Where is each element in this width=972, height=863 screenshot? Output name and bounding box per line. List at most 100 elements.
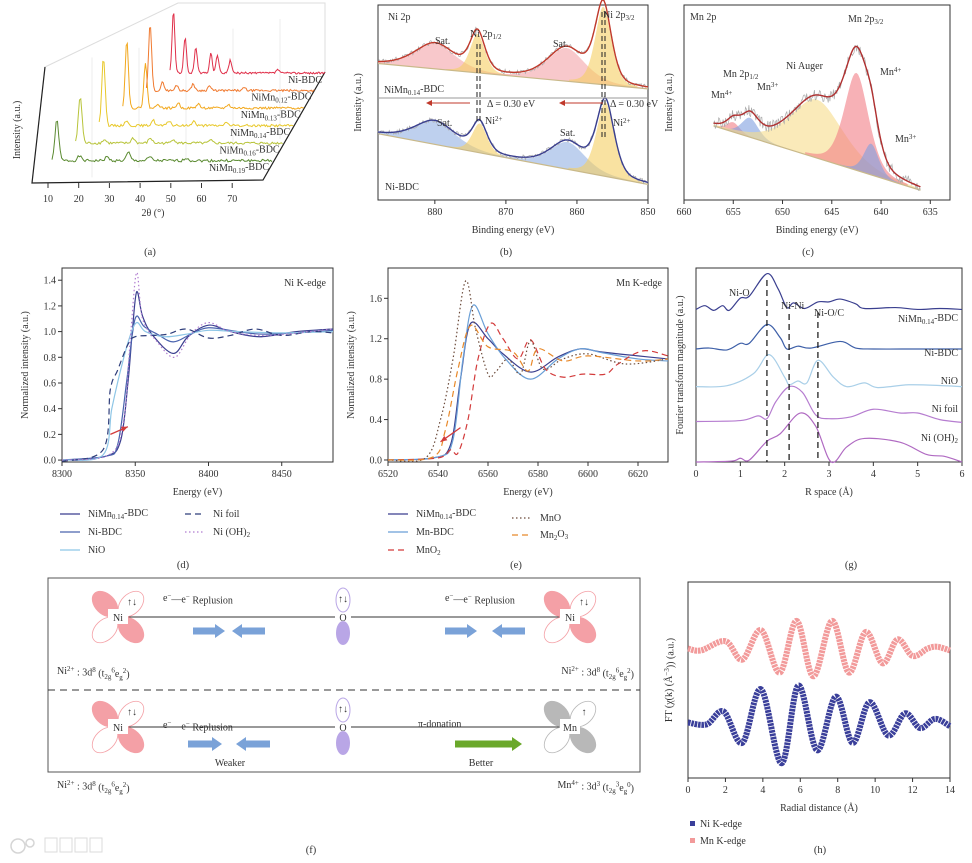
y-axis-label: Normalized intensity (a.u.) — [346, 311, 357, 419]
oxygen-p-orbital: O ↑↓ — [335, 697, 351, 755]
y-axis-label: Intensity (a.u.) — [664, 73, 675, 132]
x-tick-label: 10 — [870, 785, 880, 796]
x-tick-label: 660 — [677, 207, 692, 218]
electron-spin: ↑↓ — [127, 707, 137, 718]
x-tick-label: 645 — [824, 207, 839, 218]
x-tick-label: 8400 — [198, 469, 218, 480]
y-tick-label: 0.8 — [44, 353, 57, 364]
series-label: NiO — [941, 376, 958, 387]
series-label: Ni-BDC — [924, 348, 958, 359]
x-tick-label: 8350 — [125, 469, 145, 480]
series-label: NiMn0.14​-BDC — [898, 313, 958, 326]
legend-label: NiMn0.14​-BDC — [416, 508, 476, 521]
x-tick-label: 12 — [908, 785, 918, 796]
y-axis-label: Normalized intensity (a.u.) — [20, 311, 31, 419]
panel-h: 0 2 4 6 8 10 12 14 Radial distance (Å) FT (χ(k) (… — [663, 581, 955, 847]
x-tick-label: 8 — [835, 785, 840, 796]
p-orbital-lobe — [336, 731, 350, 755]
bond-label: Ni-O/C — [814, 308, 844, 319]
sat-label: Sat. — [560, 128, 575, 139]
shift-label: Δ = 0.30 eV — [610, 99, 659, 110]
legend-label: Ni foil — [213, 509, 240, 520]
series-line — [695, 385, 963, 424]
series-label: NiMn0.14​-BDC — [230, 127, 290, 140]
arrow-head — [120, 426, 128, 432]
x-axis-label: R space (Å) — [805, 486, 853, 498]
watermark-icon — [10, 838, 26, 854]
x-tick-label: 6600 — [578, 469, 598, 480]
bond-label: Ni-Ni — [781, 301, 805, 312]
series-label: Ni-BDC — [385, 182, 419, 193]
oxidation-label: Mn3+​ — [757, 81, 778, 93]
watermark-icon — [25, 838, 35, 848]
oxidation-label: Ni2+​ — [485, 115, 503, 127]
panel-caption: (g) — [845, 560, 858, 571]
y-tick-label: 0.2 — [44, 430, 57, 441]
series-label: NiMn0.19​-BDC — [209, 162, 269, 175]
x-tick-label: 850 — [641, 207, 656, 218]
atom-label: Ni — [565, 613, 575, 624]
y-tick-label: 0.8 — [370, 375, 383, 386]
series-label: NiMn0.12​-BDC — [251, 92, 311, 105]
peak-label: Mn 2p3/2​ — [848, 14, 884, 26]
x-tick-label: 4 — [760, 785, 765, 796]
x-tick-label: 50 — [166, 194, 176, 205]
series-label: NiMn0.16​-BDC — [220, 145, 280, 158]
fit-envelope — [377, 97, 649, 184]
x-tick-label: 2 — [723, 785, 728, 796]
p-orbital-lobe — [335, 697, 351, 723]
repulsion-label: e−​—e−​ Replusion — [445, 592, 515, 607]
force-arrow — [492, 624, 525, 638]
sat-label: Sat. — [437, 118, 452, 129]
atom-label: Ni — [113, 613, 123, 624]
x-axis-label: 2θ (°) — [142, 208, 165, 219]
ni-orbital: Ni ↑↓ — [91, 590, 145, 644]
legend-label: Ni-BDC — [88, 527, 122, 538]
xrd-trace — [75, 97, 283, 146]
legend-swatch — [690, 838, 695, 843]
panel-title: Mn K-edge — [616, 278, 662, 289]
oxidation-label: Mn4+​ — [711, 89, 732, 101]
series-label: NiMn0.14​-BDC — [384, 84, 444, 97]
x-tick-label: 10 — [43, 194, 53, 205]
series-label: Ni-BDC — [288, 75, 322, 86]
force-arrow — [236, 737, 270, 751]
force-arrow — [193, 624, 225, 638]
legend-label: Mn2​O3​ — [540, 529, 569, 542]
legend-label: MnO — [540, 513, 561, 524]
y-tick-label: 1.4 — [44, 276, 57, 287]
legend-swatch — [690, 821, 695, 826]
x-tick-label: 6540 — [428, 469, 448, 480]
axis-frame — [31, 66, 326, 184]
electron-config: Ni2+​ : 3d8​ (t2g​6​eg​2​) — [57, 779, 130, 795]
xrd-trace — [169, 13, 326, 75]
atom-label: Mn — [563, 723, 577, 734]
xrd-trace — [51, 120, 273, 163]
x-tick-label: 30 — [104, 194, 114, 205]
background-line — [377, 62, 649, 90]
pi-donation-label: π-donation — [418, 719, 461, 730]
series-line — [387, 321, 669, 461]
legend-label: Mn K-edge — [700, 836, 746, 847]
x-tick-label: 5 — [915, 469, 920, 480]
p-orbital-lobe — [335, 587, 351, 613]
fit-envelope — [713, 45, 921, 188]
xrd-trace — [145, 27, 315, 93]
panel-caption: (a) — [144, 247, 156, 258]
diagram-frame — [47, 577, 641, 773]
peak-label: Ni 2p3/2​ — [603, 10, 635, 22]
series-line — [695, 354, 963, 389]
panel-title: Ni 2p — [388, 12, 411, 23]
y-tick-label: 0.6 — [44, 378, 57, 389]
fit-component — [839, 143, 903, 185]
legend-label: Ni K-edge — [700, 819, 742, 830]
better-label: Better — [469, 758, 494, 769]
y-tick-label: 0.4 — [44, 404, 57, 415]
x-tick-label: 60 — [197, 194, 207, 205]
weaker-label: Weaker — [215, 758, 246, 769]
panel-caption: (b) — [500, 247, 513, 258]
bond-label: Ni-O — [729, 288, 750, 299]
raw-data-line — [713, 44, 921, 191]
raw-data-line — [377, 0, 649, 89]
